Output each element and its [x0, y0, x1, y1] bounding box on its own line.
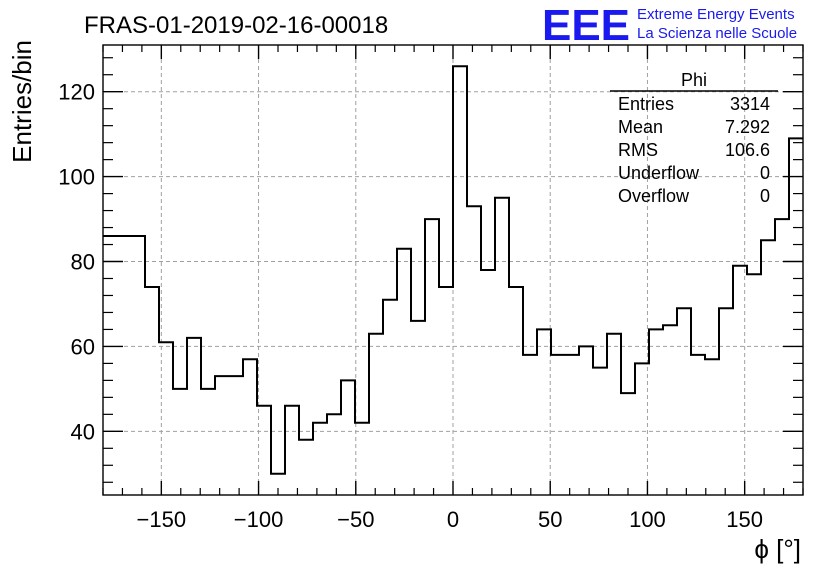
y-tick-labels: 40 60 80 100 120 [58, 80, 95, 445]
y-tick-label: 40 [71, 419, 95, 444]
x-tick-label: −100 [234, 507, 284, 532]
stats-row-label: Overflow [618, 186, 690, 206]
stats-row-value: 106.6 [725, 140, 770, 160]
eee-logo: EEE Extreme Energy Events La Scienza nel… [542, 1, 797, 50]
x-tick-labels: −150 −100 −50 0 50 100 150 [137, 507, 763, 532]
stats-row-value: 3314 [730, 94, 770, 114]
x-axis-label: ϕ [°] [754, 534, 801, 564]
axis-ticks [102, 45, 804, 495]
histogram-line [103, 65, 803, 475]
x-tick-label: −150 [137, 507, 187, 532]
run-title: FRAS-01-2019-02-16-00018 [84, 12, 388, 39]
x-tick-label: 150 [726, 507, 763, 532]
eee-logo-line1: Extreme Energy Events [637, 6, 795, 23]
y-tick-label: 60 [71, 334, 95, 359]
x-tick-label: −50 [337, 507, 374, 532]
y-tick-label: 80 [71, 250, 95, 275]
stats-box: Phi Entries 3314 Mean 7.292 RMS 106.6 Underflo… [610, 70, 778, 206]
stats-row-label: RMS [618, 140, 658, 160]
stats-row-label: Mean [618, 117, 663, 137]
y-tick-label: 120 [58, 80, 95, 105]
x-tick-label: 0 [447, 507, 459, 532]
stats-title: Phi [681, 70, 707, 90]
x-tick-label: 50 [538, 507, 562, 532]
stats-row-label: Underflow [618, 163, 700, 183]
stats-rows: Entries 3314 Mean 7.292 RMS 106.6 Underflow 0 Ov… [618, 94, 770, 206]
stats-row-value: 7.292 [725, 117, 770, 137]
stats-row-value: 0 [760, 186, 770, 206]
eee-logo-line2: La Scienza nelle Scuole [637, 25, 797, 42]
stats-row-label: Entries [618, 94, 674, 114]
eee-logo-mark: EEE [542, 1, 630, 50]
x-tick-label: 100 [629, 507, 666, 532]
y-tick-label: 100 [58, 165, 95, 190]
stats-row-value: 0 [760, 163, 770, 183]
y-axis-label: Entries/bin [7, 40, 37, 163]
